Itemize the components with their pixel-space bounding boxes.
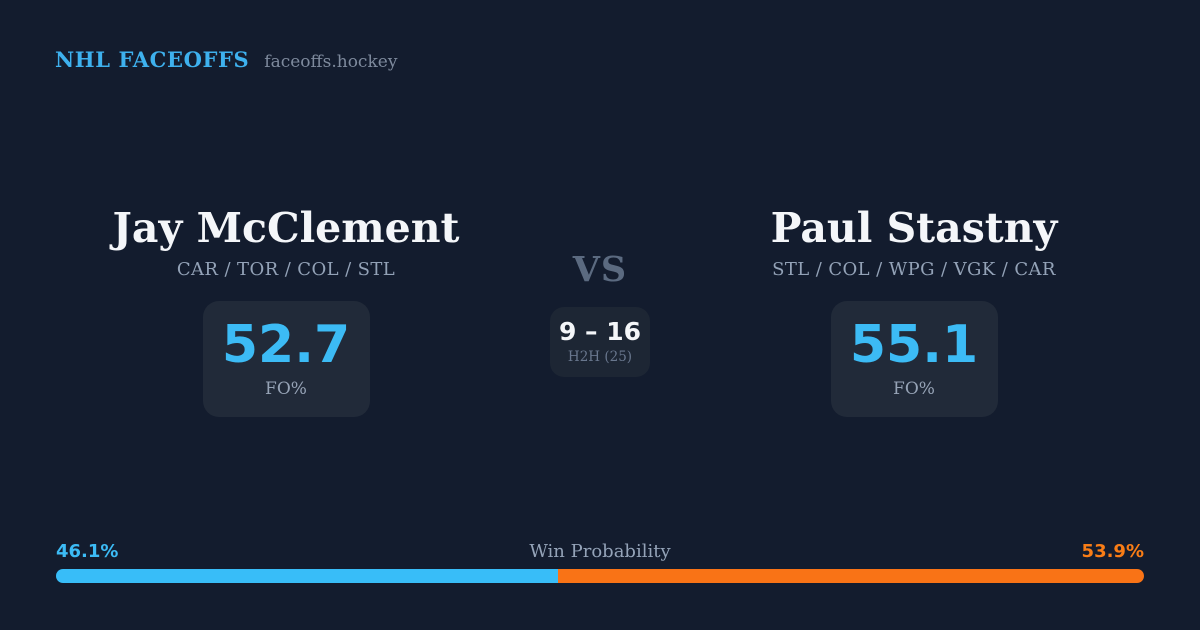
win-probability-title: Win Probability — [529, 541, 671, 562]
versus-column: VS 9 – 16 H2H (25) — [470, 252, 730, 377]
win-probability-labels: 46.1% Win Probability 53.9% — [56, 541, 1144, 563]
h2h-box: 9 – 16 H2H (25) — [550, 307, 650, 377]
player-right-column: Paul Stastny STL / COL / WPG / VGK / CAR… — [684, 204, 1144, 418]
vs-label: VS — [572, 249, 628, 290]
h2h-label: H2H (25) — [567, 349, 633, 365]
player-right-stat-value: 55.1 — [849, 315, 979, 376]
player-right-stat-card: 55.1 FO% — [830, 301, 998, 418]
player-right-stat-label: FO% — [893, 379, 935, 400]
h2h-record: 9 – 16 — [558, 317, 642, 346]
site-domain: faceoffs.hockey — [264, 52, 398, 72]
player-right-teams: STL / COL / WPG / VGK / CAR — [772, 259, 1056, 281]
win-probability-right-pct: 53.9% — [1081, 541, 1144, 562]
player-left-column: Jay McClement CAR / TOR / COL / STL 52.7… — [56, 204, 516, 418]
player-left-stat-label: FO% — [265, 379, 307, 400]
win-probability-bar-right-segment — [557, 569, 1144, 583]
header: NHL FACEOFFS faceoffs.hockey — [55, 47, 397, 72]
win-probability-bar-left-segment — [56, 569, 558, 583]
win-probability-left-pct: 46.1% — [56, 541, 119, 562]
player-left-name: Jay McClement — [112, 204, 460, 252]
player-left-stat-value: 52.7 — [221, 315, 351, 376]
brand-title: NHL FACEOFFS — [55, 47, 250, 72]
player-left-stat-card: 52.7 FO% — [202, 301, 370, 418]
player-right-name: Paul Stastny — [770, 204, 1058, 252]
win-probability-bar — [56, 569, 1144, 583]
player-left-teams: CAR / TOR / COL / STL — [176, 259, 396, 281]
